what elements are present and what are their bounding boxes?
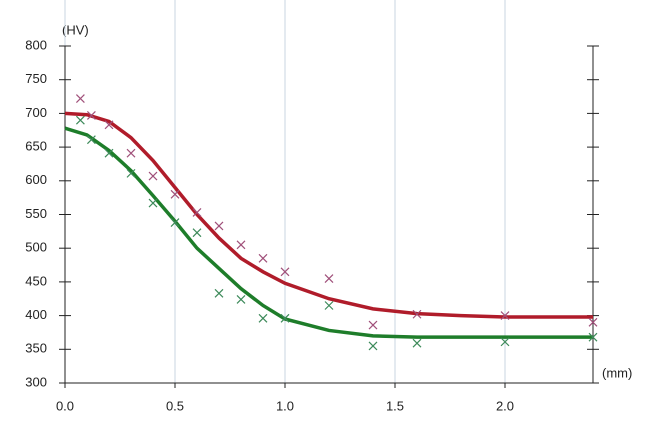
y-tick-label: 550 — [25, 206, 47, 221]
y-tick-label: 800 — [25, 37, 47, 52]
y-tick-label: 600 — [25, 172, 47, 187]
x-tick-label: 1.5 — [386, 398, 404, 413]
y-axis-label: (HV) — [62, 22, 89, 37]
data-point — [412, 309, 422, 319]
data-point — [148, 198, 158, 208]
data-point — [170, 218, 180, 228]
y-tick-label: 750 — [25, 71, 47, 86]
data-point — [148, 171, 158, 181]
data-point — [75, 94, 85, 103]
y-tick-label: 700 — [25, 105, 47, 120]
data-point — [192, 208, 202, 217]
y-tick-label: 350 — [25, 341, 47, 356]
data-point — [104, 120, 114, 130]
x-tick-label: 0.5 — [166, 398, 184, 413]
data-point — [192, 228, 202, 238]
data-point — [86, 135, 96, 145]
x-tick-label: 1.0 — [276, 398, 294, 413]
y-tick-label: 300 — [25, 374, 47, 389]
data-point — [258, 313, 268, 323]
data-point — [126, 168, 136, 178]
data-point — [500, 311, 510, 321]
data-point — [280, 313, 290, 323]
data-point — [280, 267, 290, 277]
data-point — [75, 115, 85, 125]
data-point — [588, 317, 598, 327]
data-point — [126, 148, 136, 158]
y-tick-label: 400 — [25, 307, 47, 322]
data-point — [236, 240, 246, 250]
data-point — [368, 341, 378, 351]
data-point — [170, 189, 180, 199]
data-point — [368, 320, 378, 330]
fit-curve — [64, 126, 593, 339]
data-point — [588, 332, 598, 342]
data-point — [214, 288, 224, 298]
data-point — [412, 338, 422, 348]
y-tick-label: 450 — [25, 273, 47, 288]
data-point — [500, 337, 510, 347]
y-tick-label: 650 — [25, 139, 47, 154]
data-point — [324, 274, 334, 283]
x-tick-label: 2.0 — [496, 398, 514, 413]
x-tick-label: 0.0 — [56, 398, 74, 413]
data-point — [258, 253, 268, 263]
data-point — [214, 221, 224, 231]
y-tick-label: 500 — [25, 240, 47, 255]
data-point — [104, 148, 114, 158]
data-point — [86, 110, 96, 120]
data-point — [324, 301, 334, 310]
fit-curve — [64, 111, 593, 319]
x-axis-label: (mm) — [602, 365, 632, 380]
data-point — [236, 294, 246, 304]
